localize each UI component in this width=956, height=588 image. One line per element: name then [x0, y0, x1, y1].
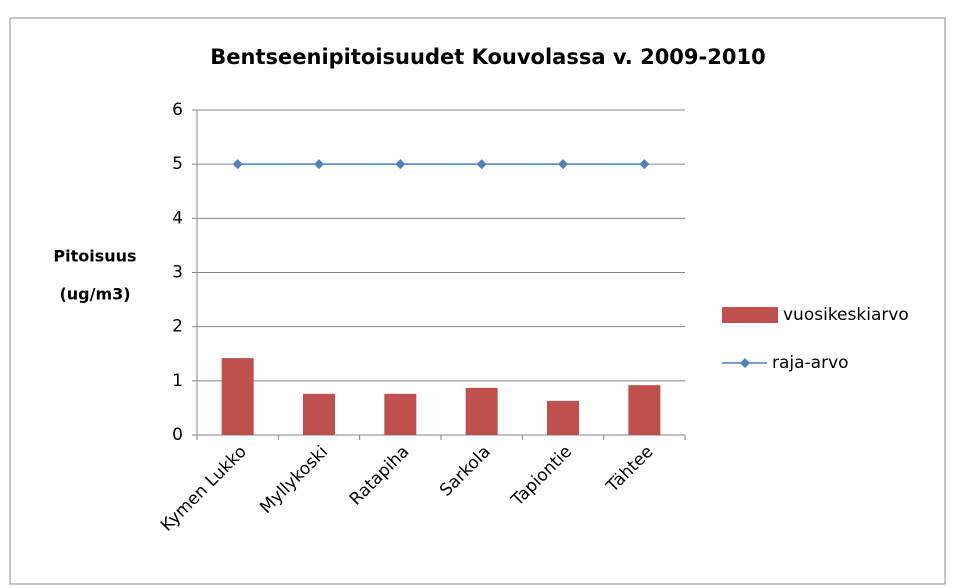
legend-label: raja-arvo — [772, 353, 849, 373]
marker — [232, 159, 243, 170]
y-tick-label: 0 — [172, 425, 183, 445]
y-tick-label: 6 — [172, 100, 183, 120]
legend-marker — [740, 358, 750, 368]
bar — [221, 358, 254, 435]
y-tick-label: 4 — [172, 208, 183, 228]
marker — [639, 159, 650, 170]
y-tick-label: 1 — [172, 371, 183, 391]
bar — [303, 393, 335, 435]
y-tick-label: 2 — [172, 317, 183, 337]
marker — [476, 159, 487, 170]
y-axis-label: (ug/m3) — [59, 285, 130, 304]
marker — [395, 159, 406, 170]
y-tick-label: 5 — [172, 154, 183, 174]
y-tick-label: 3 — [172, 263, 183, 283]
bar — [628, 385, 661, 435]
marker — [558, 159, 568, 170]
bar — [465, 387, 498, 435]
chart-frame — [9, 17, 946, 585]
legend-swatch — [722, 307, 778, 323]
y-axis-label: Pitoisuus — [53, 247, 136, 266]
marker — [314, 159, 324, 170]
bar — [384, 393, 417, 435]
bar — [547, 400, 579, 435]
chart-title: Bentseenipitoisuudet Kouvolassa v. 2009-… — [210, 45, 765, 69]
legend-label: vuosikeskiarvo — [783, 305, 909, 325]
